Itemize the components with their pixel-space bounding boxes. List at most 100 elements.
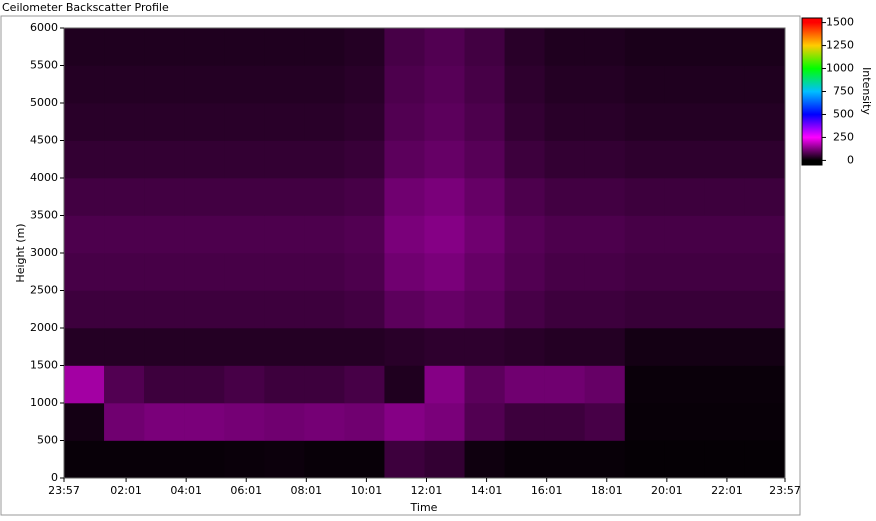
heatmap-cell [744,178,786,216]
heatmap-cell [184,65,225,104]
heatmap-cell [304,403,345,441]
heatmap-cell [344,140,385,179]
y-tick-label: 5000 [30,96,58,109]
heatmap-cell [344,65,385,104]
heatmap-cell [64,328,105,366]
heatmap-cell [704,28,746,66]
heatmap-cell [744,65,786,104]
heatmap-cell [384,28,425,66]
heatmap-cell [184,290,225,329]
heatmap-cell [264,253,305,291]
heatmap-cell [264,290,305,329]
heatmap-cell [744,140,786,179]
heatmap-cell [464,253,505,291]
x-tick-label: 23:57 [769,484,801,497]
heatmap-cell [584,178,626,216]
heatmap-cell [304,178,345,216]
heatmap-cell [304,28,345,66]
y-tick-label: 4000 [30,171,58,184]
heatmap-cell [744,253,786,291]
heatmap-cell [64,140,105,179]
heatmap-cell [464,65,505,104]
heatmap-cell [224,140,265,179]
heatmap-cell [584,403,626,441]
heatmap-cell [224,103,265,141]
heatmap-cell [304,365,345,404]
heatmap-cell [104,290,145,329]
heatmap-cell [504,178,545,216]
x-tick-label: 23:57 [48,484,80,497]
heatmap-cell [624,253,666,291]
heatmap-cell [144,103,185,141]
heatmap-cell [64,103,105,141]
heatmap-cell [704,328,746,366]
heatmap-cell [104,215,145,254]
heatmap-cell [584,290,626,329]
heatmap-cell [424,328,465,366]
heatmap-cell [744,328,786,366]
x-tick-label: 12:01 [411,484,443,497]
heatmap-cell [744,28,786,66]
heatmap-cell [264,28,305,66]
heatmap-cell [544,253,586,291]
colorbar-tick-label: 500 [833,107,854,120]
heatmap-cell [184,253,225,291]
heatmap-cell [744,365,786,404]
heatmap-cell [264,365,305,404]
heatmap-cell [264,140,305,179]
heatmap-cell [64,365,105,404]
heatmap-cell [64,215,105,254]
colorbar [801,17,823,166]
heatmap-cell [544,178,586,216]
x-tick-label: 06:01 [230,484,262,497]
colorbar-label: Intensity [860,67,873,115]
heatmap-cell [104,403,145,441]
heatmap-cell [424,253,465,291]
x-tick-label: 18:01 [591,484,623,497]
heatmap-cell [464,290,505,329]
heatmap-cell [624,365,666,404]
heatmap-cell [464,178,505,216]
heatmap-cell [384,440,425,479]
heatmap-cell [424,65,465,104]
y-tick-label: 500 [37,434,58,447]
heatmap-cell [144,178,185,216]
y-axis-label: Height (m) [14,223,27,282]
heatmap-cell [664,365,706,404]
heatmap-cell [64,290,105,329]
heatmap-cell [504,440,545,479]
heatmap-cell [344,365,385,404]
heatmap-cell [704,290,746,329]
x-tick-label: 16:01 [531,484,563,497]
heatmap-cell [304,440,345,479]
heatmap-cell [624,103,666,141]
heatmap-cell [544,328,586,366]
heatmap-cell [544,103,586,141]
heatmap-cell [384,178,425,216]
x-tick-label: 14:01 [471,484,503,497]
heatmap-cell [664,140,706,179]
heatmap-cell [264,65,305,104]
heatmap-cell [224,65,265,104]
heatmap-cell [64,28,105,66]
heatmap-cell [704,65,746,104]
heatmap-cell [424,215,465,254]
heatmap-cell [544,403,586,441]
heatmap-cell [144,328,185,366]
heatmap-cell [344,215,385,254]
heatmap-cell [64,65,105,104]
heatmap-cell [104,365,145,404]
heatmap-cell [704,103,746,141]
heatmap-cell [664,215,706,254]
heatmap-cell [664,65,706,104]
heatmap-cell [424,440,465,479]
x-tick-label: 22:01 [711,484,743,497]
heatmap-cell [544,440,586,479]
colorbar-tick-label: 250 [833,130,854,143]
heatmap-cell [344,28,385,66]
heatmap-cell [424,28,465,66]
heatmap-cell [504,215,545,254]
heatmap-cell [664,28,706,66]
heatmap-cell [744,440,786,479]
heatmap-cell [504,403,545,441]
